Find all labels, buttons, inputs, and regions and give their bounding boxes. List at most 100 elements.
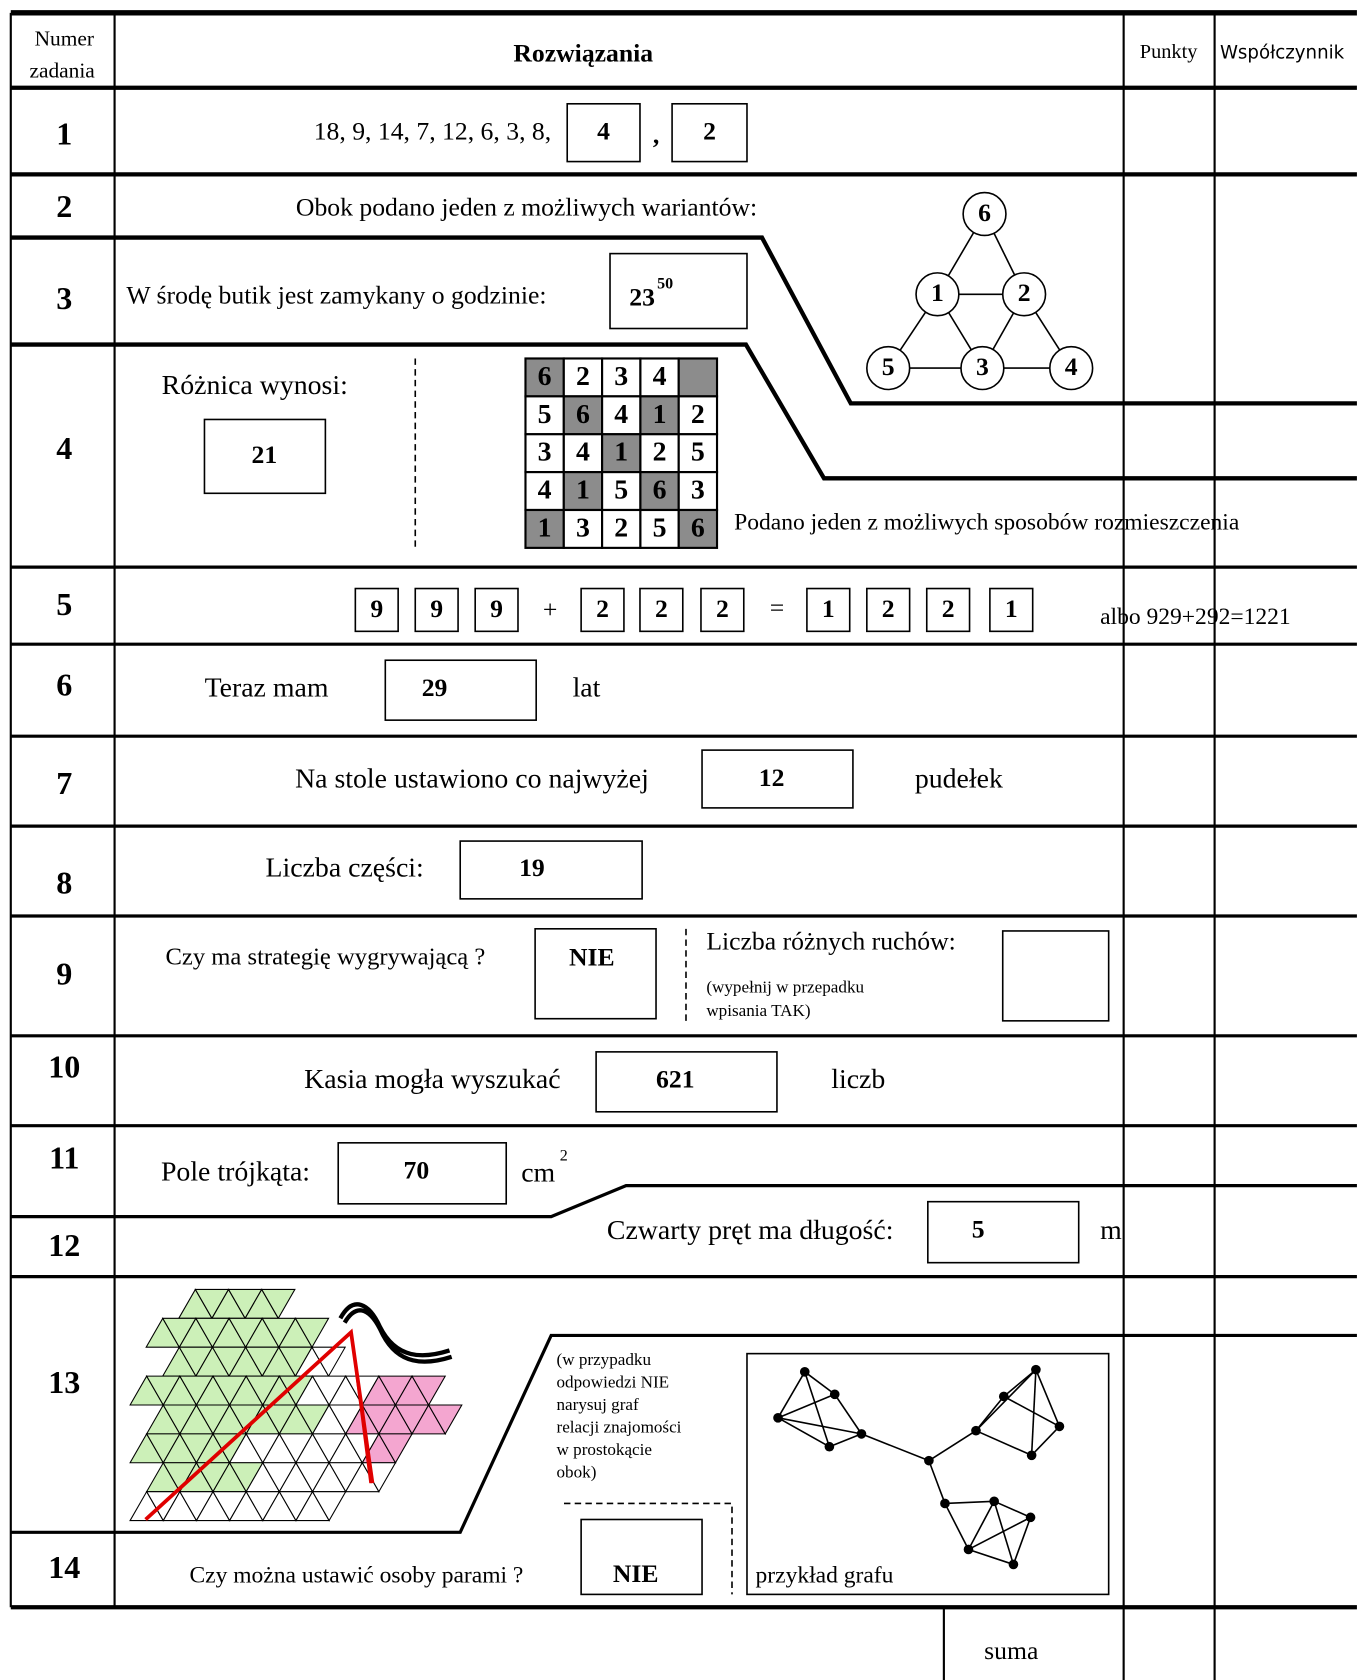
graph-node xyxy=(1031,1364,1041,1375)
graph-node xyxy=(1054,1421,1065,1432)
lattice-triangle xyxy=(411,1375,447,1407)
grid-number: 5 xyxy=(691,437,705,468)
label: relacji znajomości xyxy=(557,1417,682,1436)
label: + xyxy=(543,595,557,624)
graph-node xyxy=(1025,1512,1036,1523)
grid-cell xyxy=(601,508,642,549)
graph-edge xyxy=(928,1429,977,1462)
grid-number: 6 xyxy=(576,399,590,430)
label: Podano jeden z możliwych sposobów rozmie… xyxy=(734,510,1240,536)
graph-edge xyxy=(1035,1369,1061,1427)
answer: 2 xyxy=(703,117,716,146)
graph-edge xyxy=(944,1503,970,1550)
node-label: 2 xyxy=(1018,278,1031,307)
graph-node xyxy=(799,1367,810,1377)
graph-node xyxy=(1049,345,1094,391)
answer: 29 xyxy=(422,673,448,702)
label: Na stole ustawiono co najwyżej xyxy=(295,764,649,795)
grid-cell xyxy=(677,395,719,436)
graph-edge xyxy=(777,1417,862,1435)
answer: NIE xyxy=(613,1559,659,1588)
answer-box xyxy=(354,587,399,633)
answer-box xyxy=(989,587,1034,633)
header-number: Numer xyxy=(35,27,94,51)
answer: 19 xyxy=(519,853,545,882)
grid-number: 3 xyxy=(691,475,705,506)
graph-edge xyxy=(1031,1425,1061,1456)
answer: 21 xyxy=(252,440,278,469)
graph-node xyxy=(1026,1450,1037,1461)
graph-edge xyxy=(804,1371,831,1447)
header-points: Punkty xyxy=(1140,41,1198,63)
task-number: 14 xyxy=(48,1549,80,1585)
answer-box xyxy=(459,840,643,900)
graph-edge xyxy=(861,1433,930,1462)
digit: 9 xyxy=(370,594,383,623)
graph-node xyxy=(962,191,1007,237)
graph-node xyxy=(940,1498,950,1509)
sum-label: suma xyxy=(984,1636,1039,1665)
ribbon xyxy=(338,1302,453,1364)
graph-node xyxy=(971,1425,981,1436)
answer-box xyxy=(566,102,641,163)
node-label: 3 xyxy=(976,352,989,381)
graph-node xyxy=(998,1391,1009,1402)
graph-edge xyxy=(777,1393,836,1419)
answer-box xyxy=(701,749,854,809)
graph-edge xyxy=(968,1516,1031,1551)
task-number: 13 xyxy=(48,1364,80,1400)
unit-superscript: 2 xyxy=(560,1147,568,1164)
digit: 1 xyxy=(822,594,835,623)
graph-node xyxy=(1008,1559,1019,1570)
label: obok) xyxy=(557,1462,597,1481)
grid-number: 1 xyxy=(653,399,667,430)
graph-edge xyxy=(975,1429,1032,1457)
graph-node xyxy=(960,345,1005,391)
task-number: 2 xyxy=(56,188,72,224)
label: (wypełnij w przepadku xyxy=(706,978,864,997)
grid-cell xyxy=(677,471,719,512)
task-number: 7 xyxy=(56,765,72,801)
label: Różnica wynosi: xyxy=(162,370,348,401)
label: Teraz mam xyxy=(205,673,329,704)
task-number: 12 xyxy=(48,1227,80,1263)
grid-number: 4 xyxy=(614,399,628,430)
answer-box xyxy=(925,587,971,633)
grid-number: 6 xyxy=(538,361,552,392)
graph-edge xyxy=(928,1460,946,1504)
lattice-triangle xyxy=(427,1404,463,1435)
answer-box xyxy=(806,587,851,633)
grid-number: 1 xyxy=(576,475,590,506)
answer-box xyxy=(671,102,748,163)
answer-box xyxy=(927,1200,1080,1264)
label: przykład grafu xyxy=(756,1563,894,1589)
answer-box xyxy=(609,252,748,330)
task-number: 10 xyxy=(48,1048,80,1084)
digit: 2 xyxy=(942,594,955,623)
grid-cell xyxy=(639,508,680,549)
graph-node xyxy=(989,1496,999,1507)
digit: 9 xyxy=(490,594,503,623)
answer-box xyxy=(474,587,519,633)
label: Pole trójkąta: xyxy=(161,1156,310,1187)
graph-edge xyxy=(777,1417,830,1448)
label: = xyxy=(770,593,784,622)
rule xyxy=(564,1502,733,1595)
grid-cell xyxy=(639,395,680,436)
answer-box xyxy=(580,1518,703,1596)
graph-node xyxy=(829,1389,840,1400)
graph-edge xyxy=(1012,1517,1032,1565)
label: Czy można ustawić osoby parami ? xyxy=(189,1563,523,1589)
label: w prostokącie xyxy=(557,1440,652,1459)
label: Czy ma strategię wygrywającą ? xyxy=(165,943,485,970)
header-solutions: Rozwiązania xyxy=(513,39,653,68)
header-number: zadania xyxy=(29,59,95,83)
label: (w przypadku xyxy=(557,1350,652,1369)
grid-cell xyxy=(677,357,719,398)
answer: NIE xyxy=(569,943,615,972)
graph-node xyxy=(1001,272,1047,317)
graph-edge xyxy=(967,1500,995,1550)
answer-box xyxy=(384,659,537,721)
answer-box xyxy=(595,1051,778,1113)
task-number: 4 xyxy=(56,430,72,466)
